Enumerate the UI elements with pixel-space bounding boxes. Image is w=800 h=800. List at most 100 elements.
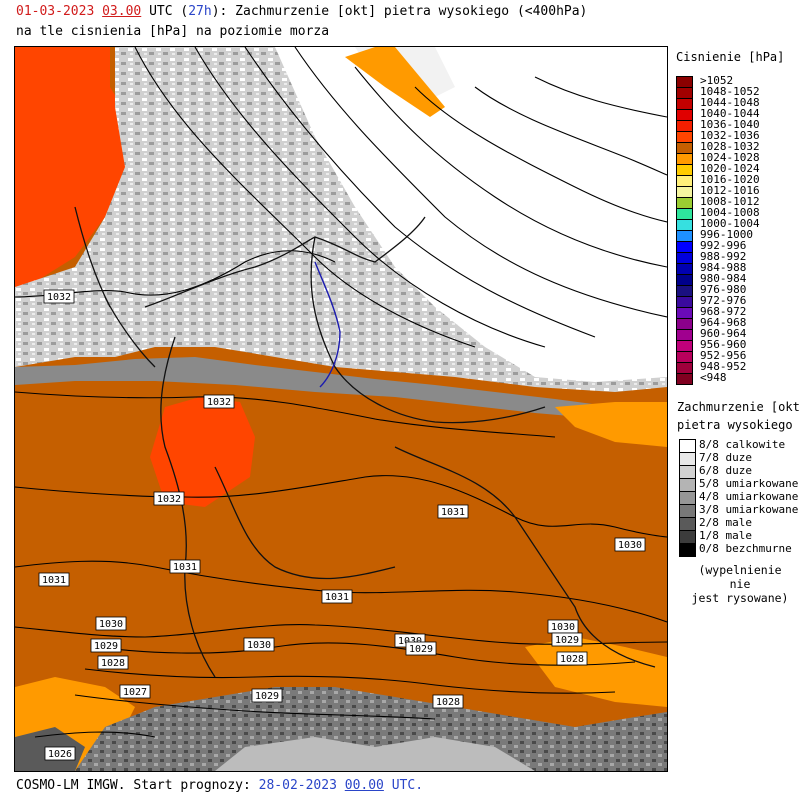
svg-text:1028: 1028 [101,658,125,669]
svg-text:1031: 1031 [441,507,465,518]
cloud-legend-swatch [679,439,696,452]
pressure-legend-label: 1000-1004 [700,217,760,230]
cloud-area-south [75,687,667,771]
isobar-label: 1028 [432,694,464,709]
pressure-legend-label: 1024-1028 [700,151,760,164]
map-footer: COSMO-LM IMGW. Start prognozy: 28-02-202… [16,778,423,794]
isobar-label: 1029 [405,641,437,656]
pressure-legend-swatch [676,329,693,340]
svg-text:1030: 1030 [618,540,642,551]
isobar-label: 1030 [614,537,646,552]
pressure-legend-item: 1032-1036 [676,130,760,142]
pressure-legend-label: 984-988 [700,261,747,274]
cloud-legend-label: 4/8 umiarkowane [699,490,799,503]
map-subtitle: na tle cisnienia [hPa] na poziomie morza [16,24,330,39]
pressure-legend-item: 1040-1044 [676,108,760,120]
pressure-legend-label: 996-1000 [700,228,753,241]
river [314,261,341,388]
svg-text:1028: 1028 [560,654,584,665]
pressure-legend-item: 980-984 [676,273,746,285]
pressure-legend-swatch [676,230,693,241]
pressure-legend-label: 956-960 [700,338,747,351]
pressure-legend-label: 952-956 [700,349,747,362]
pressure-legend-label: 980-984 [700,272,747,285]
pressure-legend-label: 976-980 [700,283,747,296]
svg-text:1030: 1030 [99,619,123,630]
pressure-legend-swatch [676,318,693,329]
run-tz: UTC. [391,778,424,793]
svg-text:1031: 1031 [325,592,349,603]
pressure-legend-label: 1004-1008 [700,206,760,219]
pressure-legend-swatch [676,142,693,153]
pressure-legend-label: 1012-1016 [700,184,760,197]
svg-text:1029: 1029 [409,644,433,655]
isobar-label: 1031 [38,572,70,587]
map-description: ): Zachmurzenie [okt] pietra wysokiego (… [211,4,588,19]
isobar-label: 1032 [153,491,185,506]
map-legend: Cisnienie [hPa] >1052 1048-1052 1044-1048 1… [676,50,800,605]
cloud-legend-swatch [679,478,696,491]
pressure-legend-swatch [676,131,693,142]
lead-open: ( [180,4,189,19]
cloud-legend-swatch [679,465,696,478]
pressure-legend-label: 1032-1036 [700,129,760,142]
pressure-legend-label: 988-992 [700,250,747,263]
cloud-legend-item: 5/8 umiarkowane [679,478,798,491]
pressure-legend-item: 956-960 [676,339,746,351]
pressure-legend-item: 984-988 [676,262,746,274]
cloud-area-south-light [215,737,535,771]
pressure-legend-label: 1020-1024 [700,162,760,175]
isobar-label: 1030 [95,616,127,631]
cloud-legend-item: 4/8 umiarkowane [679,491,798,504]
cloud-legend: 8/8 calkowite 7/8 duze 6/8 duze 5/8 umiarko… [679,439,798,557]
cloud-legend-subtitle: pietra wysokiego [677,418,793,432]
cloud-streak [15,357,667,419]
svg-text:1029: 1029 [255,691,279,702]
svg-text:1026: 1026 [48,749,72,760]
pressure-legend-swatch [676,340,693,351]
cloud-legend-label: 1/8 male [699,529,752,542]
pressure-legend-item: 952-956 [676,350,746,362]
pressure-legend-title: Cisnienie [hPa] [676,50,785,64]
isobars [15,47,667,738]
footer-prefix: COSMO-LM IMGW. Start prognozy: [16,778,251,793]
cloud-legend-note-line2: jest rysowane) [691,591,789,605]
pressure-legend-swatch [676,252,693,263]
pressure-legend-item: 960-964 [676,328,746,340]
pressure-legend-swatch [676,351,693,362]
isobar-label: 1030 [547,619,579,634]
pressure-legend-item: 1036-1040 [676,119,760,131]
svg-text:1031: 1031 [42,575,66,586]
cloud-legend-note: (wypelnienie nie jest rysowane) [690,563,790,605]
pressure-legend-item: 976-980 [676,284,746,296]
pressure-legend-item: 1004-1008 [676,207,760,219]
pressure-legend-label: >1052 [700,74,734,87]
svg-text:1030: 1030 [551,622,575,633]
run-date: 28-02-2023 [258,778,337,793]
pressure-legend-item: 992-996 [676,240,746,252]
cloud-legend-label: 5/8 umiarkowane [699,477,799,490]
pressure-legend-swatch [676,241,693,252]
pressure-legend-swatch [676,307,693,318]
pressure-fill-1024-1028-n [345,47,445,117]
lead-time: 27h [188,4,212,19]
cloud-legend-item: 1/8 male [679,530,752,543]
isobar-labels: 1032 1032 1032 1031 1030 1031 1031 1031 … [38,289,646,761]
pressure-legend-swatch [676,175,693,186]
cloud-legend-label: 7/8 duze [699,451,752,464]
isobar-label: 1029 [251,688,283,703]
pressure-legend-label: 1028-1032 [700,140,760,153]
cloud-legend-item: 3/8 umiarkowane [679,504,798,517]
cloud-legend-item: 2/8 male [679,517,752,530]
cloud-legend-label: 2/8 male [699,516,752,529]
map-canvas: 1032 1032 1032 1031 1030 1031 1031 1031 … [15,47,667,771]
run-time: 00.00 [344,778,384,793]
pressure-legend-label: 964-968 [700,316,747,329]
isobar-label: 1029 [90,638,122,653]
cloud-legend-item: 6/8 duze [679,465,752,478]
cloud-legend-swatch [679,504,696,517]
pressure-legend-swatch [676,98,693,109]
cloud-legend-swatch [679,543,696,556]
pressure-legend-swatch [676,109,693,120]
svg-text:1029: 1029 [555,635,579,646]
